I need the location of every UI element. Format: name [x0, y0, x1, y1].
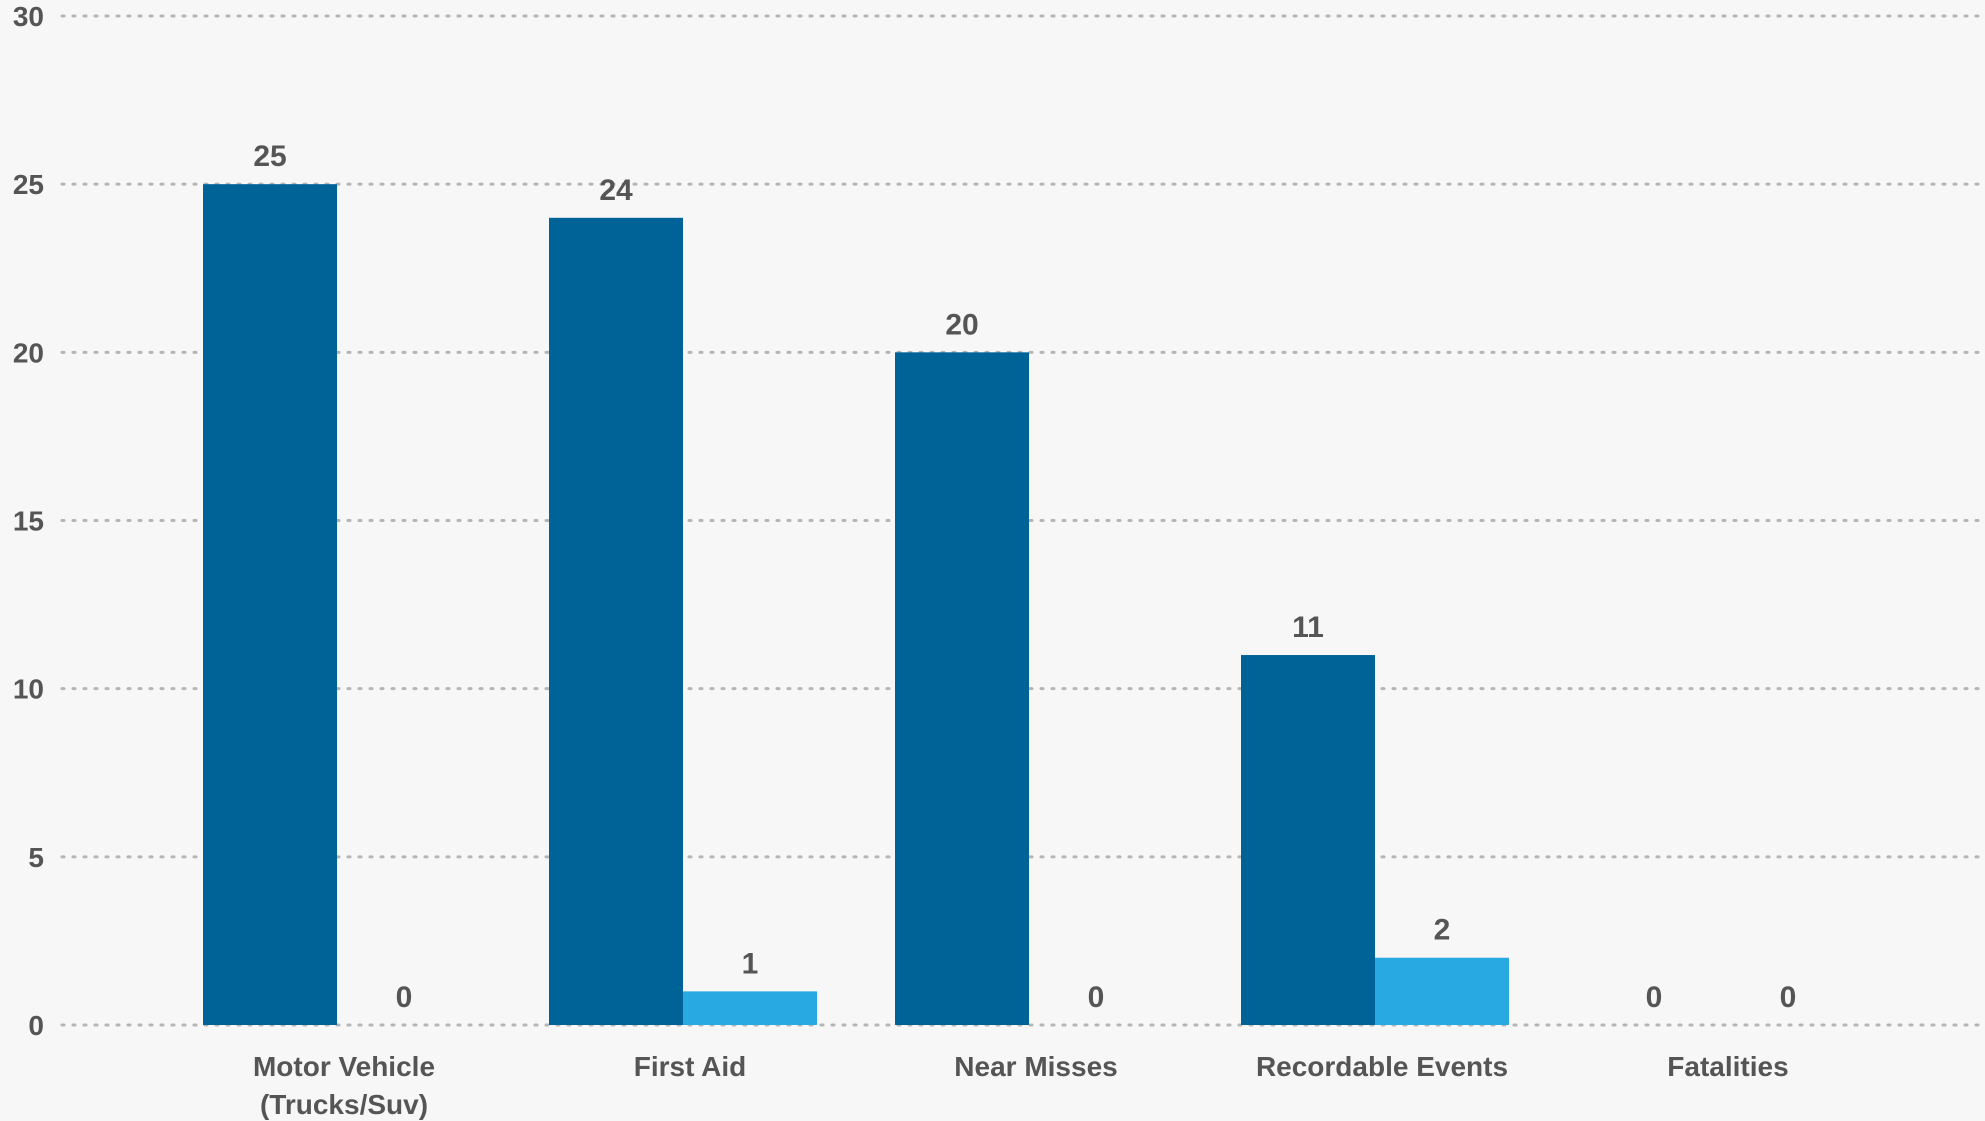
x-tick-label: Motor Vehicle [253, 1051, 435, 1082]
x-tick-label: Near Misses [954, 1051, 1117, 1082]
y-tick-label: 15 [13, 506, 44, 537]
bar [895, 352, 1029, 1025]
bar [549, 217, 683, 1026]
data-label: 0 [396, 981, 413, 1014]
y-tick-label: 0 [28, 1010, 44, 1041]
data-label: 25 [253, 140, 286, 173]
y-tick-label: 10 [13, 674, 44, 705]
bar [683, 991, 817, 1025]
bar [1375, 957, 1509, 1025]
data-label: 11 [1292, 611, 1324, 644]
x-tick-label: Recordable Events [1256, 1051, 1508, 1082]
data-label: 0 [1088, 981, 1105, 1014]
data-label: 0 [1780, 981, 1797, 1014]
data-label: 1 [742, 947, 759, 980]
y-tick-label: 25 [13, 169, 44, 200]
x-tick-label: First Aid [634, 1051, 747, 1082]
x-tick-label: Fatalities [1667, 1051, 1788, 1082]
data-label: 2 [1434, 914, 1451, 947]
bar [203, 184, 337, 1025]
y-tick-label: 30 [13, 1, 44, 32]
y-tick-label: 20 [13, 337, 44, 368]
data-label: 20 [945, 308, 978, 341]
data-label: 0 [1646, 981, 1663, 1014]
bar [1241, 655, 1375, 1025]
y-tick-label: 5 [28, 842, 44, 873]
data-label: 24 [599, 174, 633, 207]
x-tick-label: (Trucks/Suv) [260, 1089, 428, 1120]
